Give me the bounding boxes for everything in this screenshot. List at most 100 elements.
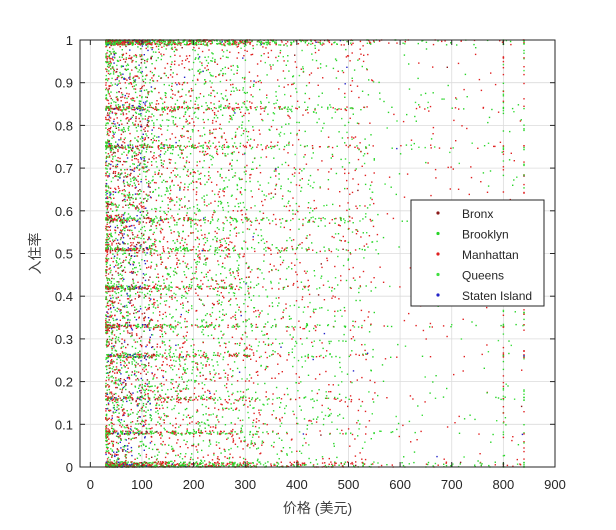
scatter-point: [523, 149, 524, 150]
scatter-point: [218, 442, 219, 443]
scatter-point: [188, 268, 189, 269]
scatter-point: [214, 399, 215, 400]
scatter-point: [373, 145, 374, 146]
scatter-point: [111, 425, 112, 426]
scatter-point: [290, 462, 291, 463]
scatter-point: [147, 144, 148, 145]
scatter-point: [210, 145, 211, 146]
scatter-point: [109, 234, 110, 235]
scatter-point: [137, 292, 138, 293]
scatter-point: [226, 238, 227, 239]
scatter-point: [203, 238, 204, 239]
scatter-point: [370, 197, 371, 198]
scatter-point: [276, 96, 277, 97]
scatter-point: [146, 403, 147, 404]
scatter-point: [149, 187, 150, 188]
scatter-point: [234, 175, 235, 176]
scatter-point: [216, 274, 217, 275]
scatter-point: [223, 210, 224, 211]
scatter-point: [261, 103, 262, 104]
scatter-point: [150, 288, 151, 289]
scatter-point: [278, 249, 279, 250]
scatter-point: [150, 403, 151, 404]
scatter-point: [206, 181, 207, 182]
scatter-point: [105, 192, 106, 193]
scatter-point: [201, 65, 202, 66]
scatter-point: [138, 65, 139, 66]
scatter-point: [373, 401, 374, 402]
scatter-point: [183, 271, 184, 272]
scatter-point: [356, 145, 357, 146]
scatter-point: [322, 127, 323, 128]
scatter-point: [207, 390, 208, 391]
scatter-point: [208, 119, 209, 120]
scatter-point: [212, 303, 213, 304]
scatter-point: [161, 134, 162, 135]
scatter-point: [280, 426, 281, 427]
scatter-point: [183, 369, 184, 370]
scatter-point: [121, 426, 122, 427]
scatter-point: [523, 70, 524, 71]
scatter-point: [287, 115, 288, 116]
scatter-point: [331, 422, 332, 423]
scatter-point: [178, 236, 179, 237]
scatter-point: [120, 169, 121, 170]
scatter-point: [204, 464, 205, 465]
scatter-point: [110, 151, 111, 152]
scatter-point: [272, 403, 273, 404]
scatter-point: [109, 372, 110, 373]
scatter-point: [328, 171, 329, 172]
scatter-point: [256, 350, 257, 351]
scatter-point: [161, 126, 162, 127]
scatter-point: [113, 347, 114, 348]
scatter-point: [299, 185, 300, 186]
scatter-point: [107, 206, 108, 207]
scatter-point: [166, 289, 167, 290]
scatter-point: [215, 129, 216, 130]
scatter-point: [281, 126, 282, 127]
scatter-point: [259, 223, 260, 224]
scatter-point: [132, 268, 133, 269]
scatter-point: [149, 298, 150, 299]
scatter-point: [250, 139, 251, 140]
scatter-point: [157, 291, 158, 292]
scatter-point: [161, 220, 162, 221]
scatter-point: [130, 414, 131, 415]
scatter-point: [195, 116, 196, 117]
scatter-point: [112, 418, 113, 419]
scatter-point: [257, 375, 258, 376]
scatter-point: [234, 355, 235, 356]
scatter-point: [199, 355, 200, 356]
scatter-point: [216, 238, 217, 239]
scatter-point: [155, 216, 156, 217]
scatter-point: [105, 320, 106, 321]
scatter-point: [111, 278, 112, 279]
scatter-point: [299, 130, 300, 131]
scatter-point: [166, 187, 167, 188]
scatter-point: [122, 141, 123, 142]
scatter-point: [167, 168, 168, 169]
scatter-point: [169, 296, 170, 297]
scatter-point: [357, 208, 358, 209]
scatter-point: [341, 430, 342, 431]
scatter-point: [139, 399, 140, 400]
scatter-point: [248, 41, 249, 42]
scatter-point: [196, 432, 197, 433]
scatter-point: [164, 324, 165, 325]
scatter-point: [125, 201, 126, 202]
scatter-point: [189, 217, 190, 218]
scatter-point: [516, 177, 517, 178]
scatter-point: [128, 213, 129, 214]
scatter-point: [312, 210, 313, 211]
scatter-point: [107, 230, 108, 231]
scatter-point: [183, 296, 184, 297]
scatter-point: [203, 319, 204, 320]
scatter-point: [241, 428, 242, 429]
scatter-point: [352, 231, 353, 232]
scatter-point: [114, 327, 115, 328]
scatter-point: [191, 445, 192, 446]
scatter-point: [186, 162, 187, 163]
scatter-point: [194, 273, 195, 274]
scatter-point: [107, 185, 108, 186]
scatter-point: [179, 147, 180, 148]
